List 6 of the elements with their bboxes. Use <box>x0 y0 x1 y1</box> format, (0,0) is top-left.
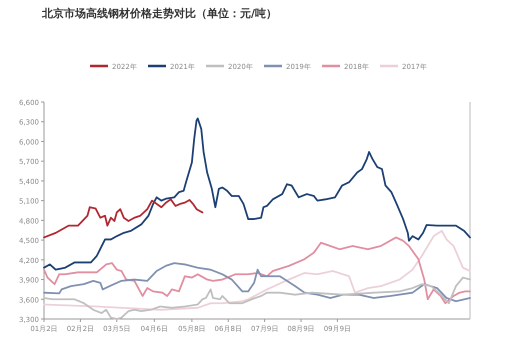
line-series <box>43 118 471 271</box>
line-series <box>43 198 204 238</box>
line-series <box>43 230 471 311</box>
line-series <box>43 262 471 302</box>
chart-title: 北京市场高线钢材价格走势对比（单位：元/吨） <box>41 7 278 20</box>
line-series <box>43 236 471 304</box>
